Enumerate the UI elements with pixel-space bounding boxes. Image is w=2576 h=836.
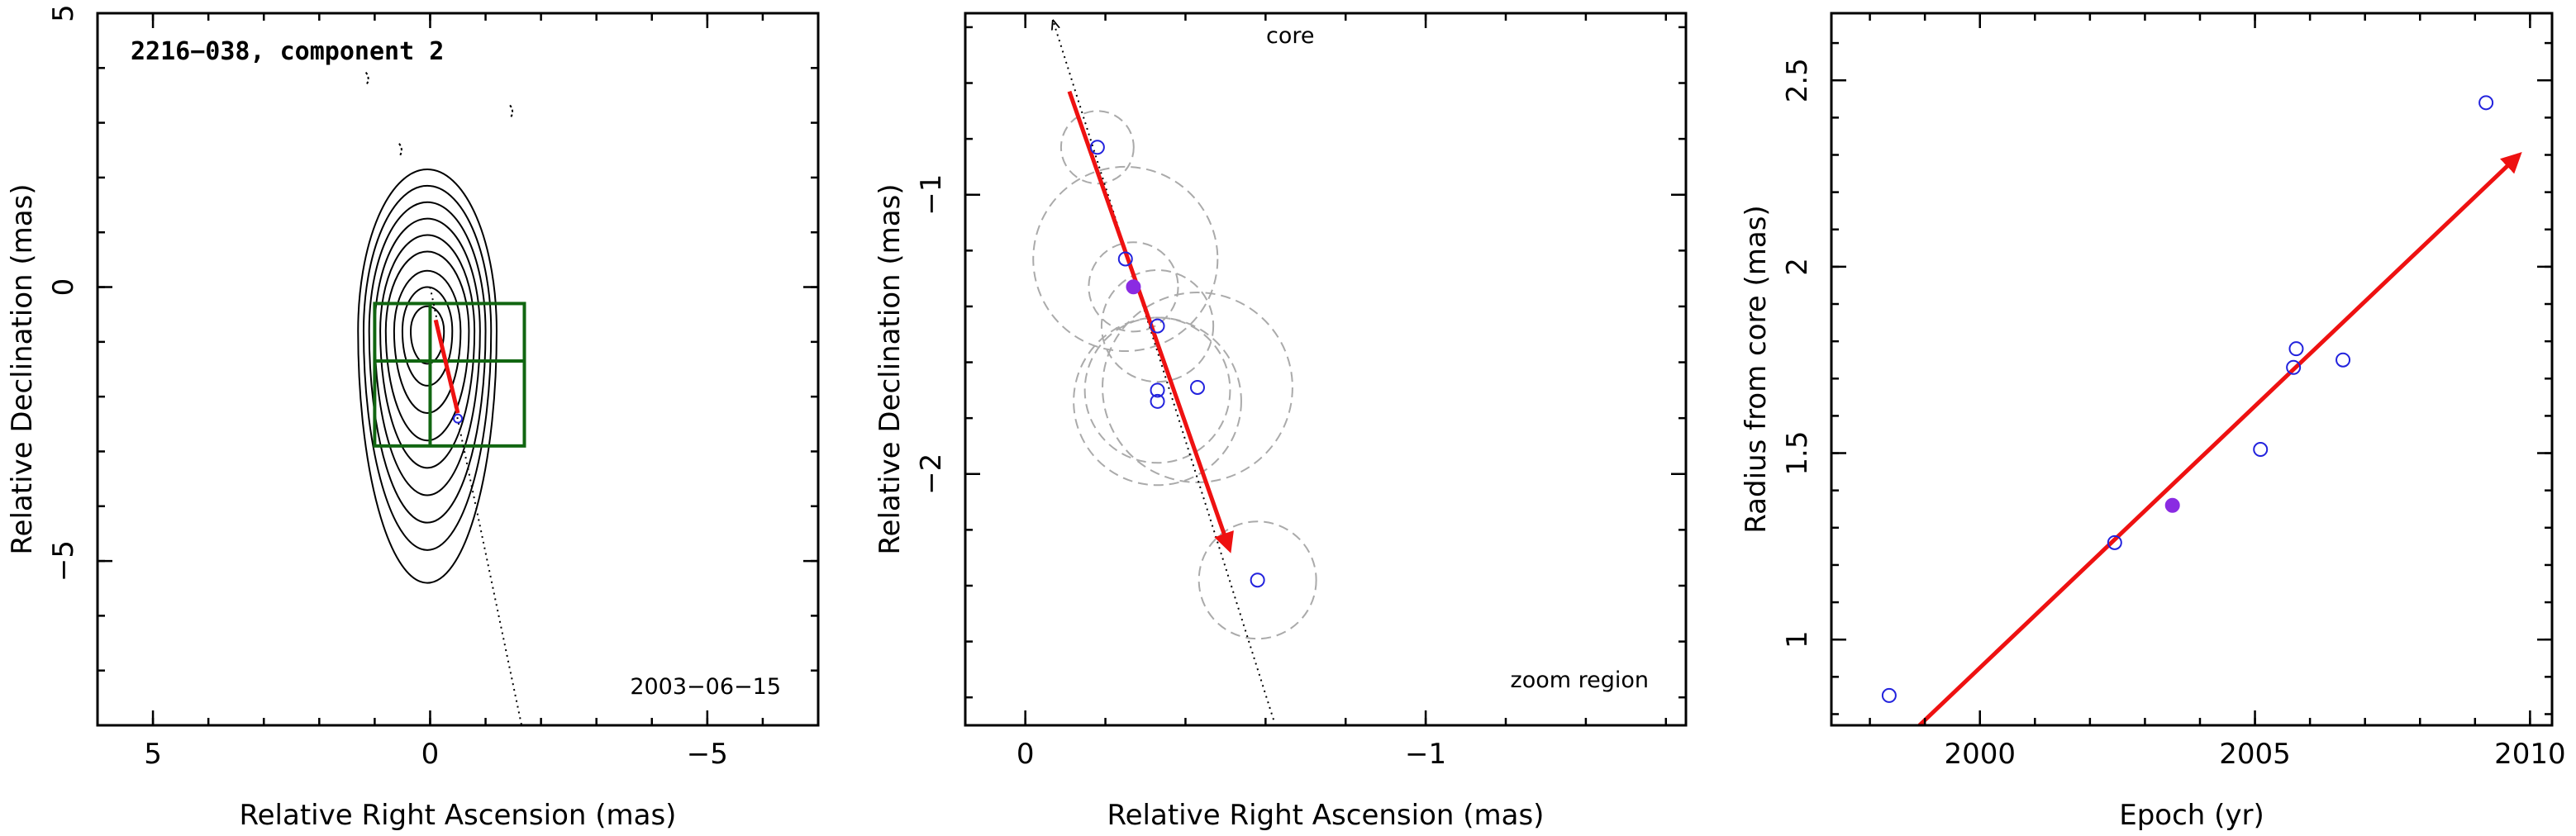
panel2-ticks: 0 −1 −1 −2 bbox=[915, 13, 1686, 771]
error-circle bbox=[1102, 292, 1293, 483]
error-circle bbox=[1100, 268, 1215, 383]
panel1-x-tick-label: 0 bbox=[421, 738, 440, 771]
data-point bbox=[1150, 318, 1165, 334]
panel1-y-tick-label: 5 bbox=[47, 4, 80, 22]
panel2-arrow bbox=[1067, 90, 1234, 553]
filled-data-point bbox=[1126, 279, 1141, 295]
panel1-y-tick-label: 0 bbox=[47, 278, 80, 297]
panel3-ticks: 2000 2005 2010 1 1.5 2 2.5 bbox=[1781, 13, 2566, 771]
panel2-x-axis-label: Relative Right Ascension (mas) bbox=[1107, 799, 1545, 832]
data-point bbox=[2288, 341, 2304, 357]
data-point bbox=[1250, 572, 1265, 588]
panel3-x-axis-label: Epoch (yr) bbox=[2119, 799, 2264, 832]
data-point bbox=[1150, 382, 1165, 398]
data-point bbox=[1881, 687, 1897, 703]
panel-radius-epoch: 2000 2005 2010 1 1.5 2 2.5 Epoch (yr) Radius f… bbox=[1740, 12, 2566, 832]
filled-data-point bbox=[2164, 497, 2180, 513]
data-point bbox=[1189, 379, 1205, 395]
panel3-y-tick-label: 1.5 bbox=[1781, 431, 1814, 476]
panel2-y-tick-label: −2 bbox=[915, 454, 948, 495]
zoom-box bbox=[373, 302, 526, 448]
panel3-points bbox=[1881, 95, 2494, 703]
panel3-y-axis-label: Radius from core (mas) bbox=[1740, 205, 1773, 533]
contour-level bbox=[379, 234, 476, 469]
negative-contour-mark bbox=[509, 104, 514, 119]
data-point bbox=[2478, 95, 2494, 111]
panel1-x-axis-label: Relative Right Ascension (mas) bbox=[240, 799, 677, 832]
panel1-y-axis-label: Relative Declination (mas) bbox=[6, 183, 39, 554]
data-point bbox=[2253, 442, 2269, 458]
panel1-frame bbox=[96, 12, 820, 727]
panel2-core-annotation: core bbox=[1266, 23, 1314, 49]
motion-arrow bbox=[433, 319, 460, 414]
contour-level bbox=[401, 286, 454, 387]
motion-arrow bbox=[1067, 90, 1234, 553]
panel3-x-tick-label: 2005 bbox=[2219, 738, 2291, 771]
panel2-core-line bbox=[1054, 21, 1274, 720]
panel1-x-tick-label: −5 bbox=[687, 738, 728, 771]
negative-contour-mark bbox=[364, 71, 369, 87]
panel3-arrow bbox=[1917, 152, 2522, 725]
contour-level bbox=[368, 202, 487, 523]
panel-zoom-region: 0 −1 −1 −2 core zoom region Relative Right … bbox=[874, 12, 1688, 832]
panel-contour-map: 5 0 −5 5 0 −5 2216−038, component 2 2003−06−1… bbox=[6, 4, 820, 832]
data-point bbox=[2336, 352, 2351, 368]
panel3-y-tick-label: 2.5 bbox=[1781, 58, 1814, 102]
panel2-y-axis-label: Relative Declination (mas) bbox=[874, 183, 907, 554]
contour-level bbox=[393, 269, 462, 414]
core-direction-line bbox=[1054, 21, 1274, 720]
panel2-points bbox=[1089, 140, 1265, 588]
data-point bbox=[1089, 140, 1105, 155]
error-circle bbox=[1032, 165, 1219, 353]
panel2-error-circles bbox=[1032, 110, 1317, 640]
panel3-x-tick-label: 2000 bbox=[1944, 738, 2016, 771]
error-circle bbox=[1088, 241, 1179, 333]
panel2-x-tick-label: −1 bbox=[1405, 738, 1446, 771]
panel2-y-tick-label: −1 bbox=[915, 174, 948, 216]
panel1-arrow bbox=[433, 319, 460, 414]
panel1-x-tick-label: 5 bbox=[144, 738, 162, 771]
component-position-point bbox=[453, 413, 463, 424]
panel3-y-tick-label: 2 bbox=[1781, 258, 1814, 276]
panel2-x-tick-label: 0 bbox=[1017, 738, 1035, 771]
panel1-ticks: 5 0 −5 5 0 −5 bbox=[47, 4, 820, 771]
panel3-plot bbox=[1881, 95, 2522, 725]
data-point bbox=[1150, 393, 1165, 409]
panel1-date-label: 2003−06−15 bbox=[630, 674, 781, 700]
panel1-plot bbox=[357, 71, 526, 725]
contour-level bbox=[357, 169, 498, 583]
panel1-title: 2216−038, component 2 bbox=[131, 37, 444, 66]
panel2-frame bbox=[964, 12, 1688, 727]
negative-contour-mark bbox=[398, 143, 402, 158]
panel2-zoom-annotation: zoom region bbox=[1511, 667, 1649, 693]
error-circle bbox=[1198, 520, 1317, 640]
data-point bbox=[2286, 359, 2302, 375]
panel3-y-tick-label: 1 bbox=[1781, 630, 1814, 648]
panel3-x-tick-label: 2010 bbox=[2494, 738, 2566, 771]
panel1-contours bbox=[357, 71, 514, 583]
data-point bbox=[2107, 534, 2122, 550]
error-circle bbox=[1073, 316, 1242, 487]
contour-level bbox=[409, 305, 445, 365]
panel2-plot bbox=[1032, 21, 1317, 720]
contour-level bbox=[362, 184, 493, 551]
error-circle bbox=[1059, 110, 1135, 185]
panel1-y-tick-label: −5 bbox=[47, 540, 80, 582]
panel3-frame bbox=[1830, 12, 2554, 727]
data-point bbox=[1117, 251, 1133, 267]
motion-arrow bbox=[1917, 152, 2522, 725]
error-circle bbox=[1083, 316, 1231, 464]
panel1-points bbox=[453, 413, 463, 424]
panel1-zoom-box bbox=[373, 302, 526, 448]
contour-level bbox=[374, 217, 481, 496]
contour-level bbox=[384, 250, 470, 441]
